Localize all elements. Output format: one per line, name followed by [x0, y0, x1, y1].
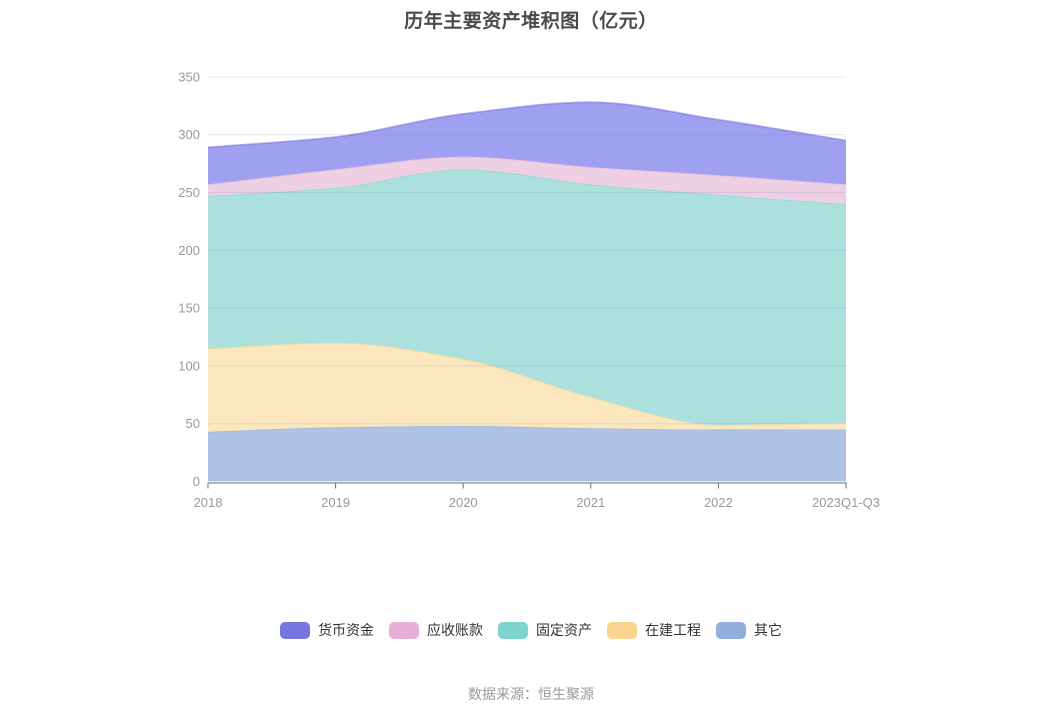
legend-item-monetary-funds[interactable]: 货币资金 — [280, 620, 374, 640]
legend-label: 货币资金 — [318, 622, 374, 638]
legend-label: 固定资产 — [536, 622, 592, 638]
legend-label: 其它 — [754, 622, 782, 638]
area-在建工程[interactable] — [208, 342, 846, 432]
x-axis-label: 2023Q1-Q3 — [812, 495, 880, 510]
y-axis-label: 50 — [186, 416, 200, 431]
stacked-area-chart: 2018 2019 2020 2021 2022 2023Q1-Q3 0 50 100 150 20… — [178, 69, 880, 510]
area-line-应收账款 — [207, 155, 847, 186]
chart-legend: 货币资金 应收账款 固定资产 在建工程 其它 — [0, 620, 1062, 640]
area-line-货币资金 — [207, 101, 847, 149]
y-axis-label: 200 — [178, 243, 200, 258]
legend-swatch-icon — [280, 621, 310, 639]
y-axis-label: 150 — [178, 301, 200, 316]
y-axis-label: 300 — [178, 127, 200, 142]
area-其它[interactable] — [208, 426, 846, 482]
x-axis-label: 2018 — [194, 495, 223, 510]
y-axis-label: 350 — [178, 69, 200, 84]
x-axis-label: 2021 — [576, 495, 605, 510]
legend-item-others[interactable]: 其它 — [716, 620, 782, 640]
y-axis-label: 250 — [178, 185, 200, 200]
area-固定资产[interactable] — [208, 169, 846, 425]
area-应收账款[interactable] — [208, 156, 846, 205]
y-axis-label: 100 — [178, 358, 200, 373]
legend-swatch-icon — [607, 621, 637, 639]
x-axis-label: 2019 — [321, 495, 350, 510]
area-货币资金[interactable] — [208, 102, 846, 185]
legend-swatch-icon — [716, 621, 746, 639]
x-axis-label: 2020 — [449, 495, 478, 510]
legend-item-fixed-assets[interactable]: 固定资产 — [498, 620, 592, 640]
y-axis-label: 0 — [193, 474, 200, 489]
legend-label: 应收账款 — [427, 622, 483, 638]
x-axis-label: 2022 — [704, 495, 733, 510]
legend-item-construction-in-progress[interactable]: 在建工程 — [607, 620, 701, 640]
legend-swatch-icon — [498, 621, 528, 639]
data-source-note: 数据来源：恒生聚源 — [468, 686, 594, 702]
legend-label: 在建工程 — [645, 622, 701, 638]
legend-item-accounts-receivable[interactable]: 应收账款 — [389, 620, 483, 640]
legend-swatch-icon — [389, 621, 419, 639]
chart-title: 历年主要资产堆积图（亿元） — [404, 11, 658, 32]
